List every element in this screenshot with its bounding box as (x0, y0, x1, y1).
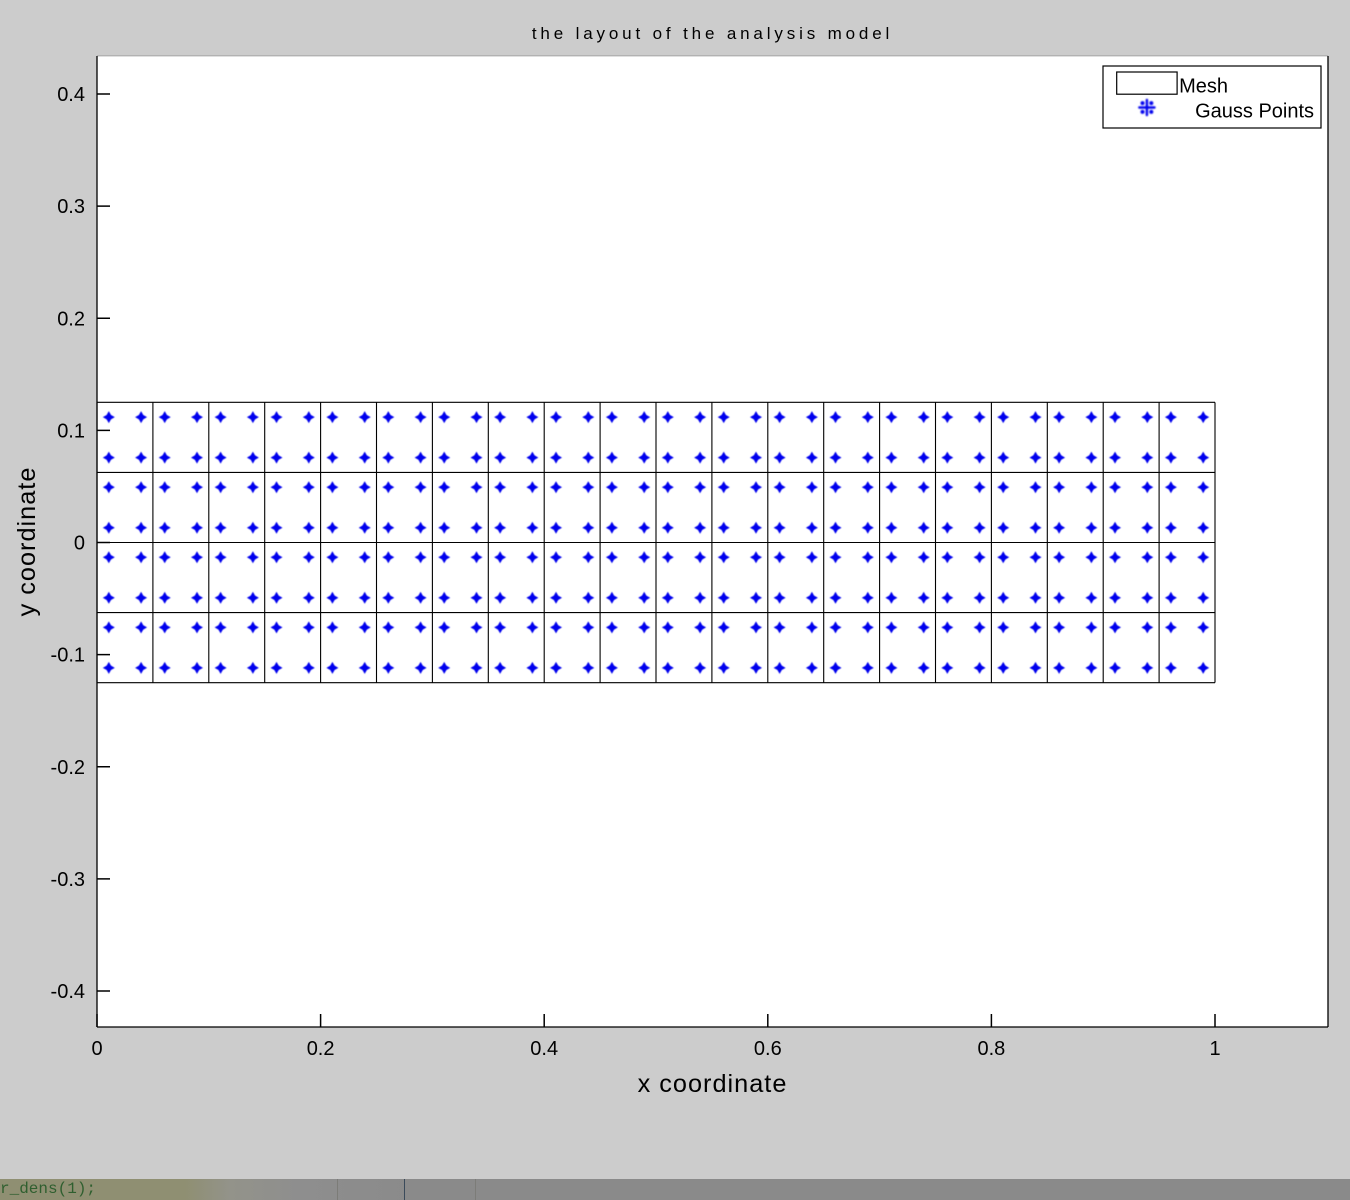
svg-text:-0.3: -0.3 (51, 869, 85, 891)
svg-text:1: 1 (1209, 1038, 1220, 1060)
svg-text:0.2: 0.2 (57, 308, 85, 330)
svg-text:0.2: 0.2 (307, 1038, 335, 1060)
svg-text:0.6: 0.6 (754, 1038, 782, 1060)
svg-text:0.1: 0.1 (57, 420, 85, 442)
svg-text:the layout of the analysis mod: the layout of the analysis model (532, 24, 893, 43)
svg-text:0.8: 0.8 (977, 1038, 1005, 1060)
svg-text:0: 0 (91, 1038, 102, 1060)
svg-text:0.4: 0.4 (57, 84, 85, 106)
svg-text:-0.1: -0.1 (51, 645, 85, 667)
svg-text:0.4: 0.4 (530, 1038, 558, 1060)
svg-text:x coordinate: x coordinate (638, 1070, 788, 1098)
svg-text:Mesh: Mesh (1179, 75, 1228, 97)
svg-text:-0.4: -0.4 (51, 981, 85, 1003)
svg-text:y coordinate: y coordinate (13, 467, 41, 617)
svg-text:0: 0 (74, 533, 85, 555)
svg-text:0.3: 0.3 (57, 196, 85, 218)
svg-text:-0.2: -0.2 (51, 757, 85, 779)
svg-text:Gauss Points: Gauss Points (1195, 100, 1314, 122)
